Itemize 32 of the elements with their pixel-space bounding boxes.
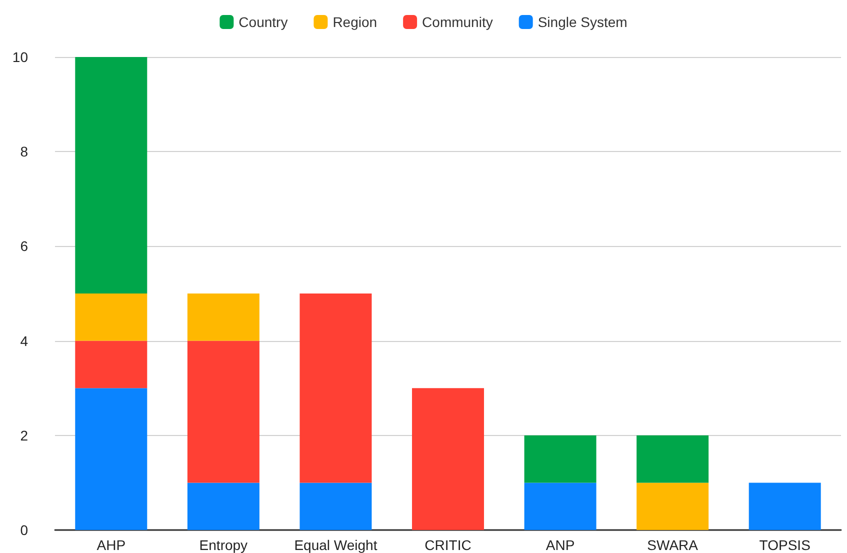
x-tick-label: Equal Weight [294,537,378,553]
legend-label: Community [422,14,493,30]
y-tick-label: 8 [20,144,28,160]
y-tick-label: 10 [12,49,28,65]
x-tick-label: AHP [96,537,126,553]
bar [412,388,484,530]
x-tick-label: ANP [546,537,575,553]
bar [636,482,709,530]
x-tick-label: Entropy [199,537,248,553]
legend-label: Region [332,14,378,30]
bar [748,482,821,530]
x-tick-label: TOPSIS [759,537,810,553]
bar [75,294,148,341]
bar [187,340,260,483]
bar [75,388,148,530]
bar [300,482,372,530]
bar [636,435,709,483]
x-tick-label: CRITIC [424,537,472,553]
bar [187,294,260,341]
legend-label: Country [238,14,288,30]
y-tick-label: 2 [20,427,28,444]
bar [75,57,148,294]
bar [300,294,372,483]
bar [524,482,596,530]
bar [75,340,148,388]
x-tick-label: SWARA [647,537,699,553]
y-tick-label: 4 [20,332,28,349]
legend-label: Single System [538,14,628,30]
y-tick-label: 6 [20,238,28,254]
bar [187,482,260,530]
bar [524,435,596,483]
y-tick-label: 0 [20,522,28,538]
